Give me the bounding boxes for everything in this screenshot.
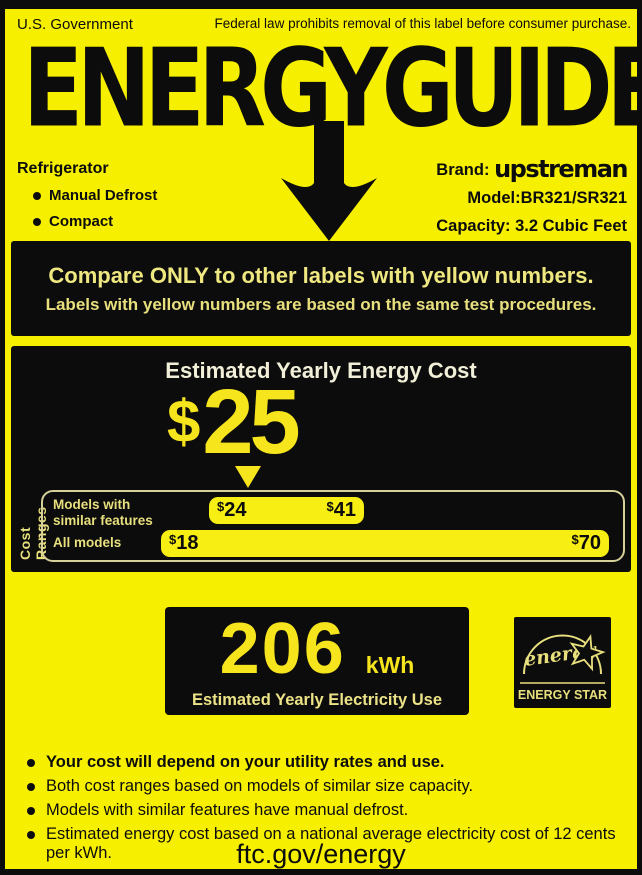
bullet-dot-icon xyxy=(33,191,41,200)
product-type: Refrigerator xyxy=(17,160,109,177)
range-high: $41 xyxy=(326,499,356,521)
model-value: BR321/SR321 xyxy=(520,189,627,207)
bullet-dot-icon xyxy=(27,759,35,767)
footer-url: ftc.gov/energy xyxy=(236,839,406,869)
feature-item: Compact xyxy=(33,213,157,230)
compare-line-1: Compare ONLY to other labels with yellow… xyxy=(48,262,594,288)
brand-info: Brand: upstreman Model:BR321/SR321 Capac… xyxy=(436,155,628,240)
brand-label: Brand: xyxy=(436,161,490,179)
cost-pointer-icon xyxy=(235,466,261,488)
bullet-dot-icon xyxy=(33,217,41,226)
energy-star-logo: energy ENERGY STAR xyxy=(514,617,611,708)
range-row-label: Models with similar features xyxy=(53,497,153,529)
range-low: $24 xyxy=(217,499,247,521)
range-low: $18 xyxy=(169,532,199,554)
range-bar-all-models: $18 $70 xyxy=(161,530,609,557)
compare-banner: Compare ONLY to other labels with yellow… xyxy=(11,241,631,336)
yearly-cost: $ 25 xyxy=(167,371,301,473)
note-item: Your cost will depend on your utility ra… xyxy=(27,753,629,772)
us-government-text: U.S. Government xyxy=(17,16,133,33)
usage-value: 206 xyxy=(219,608,346,689)
star-icon xyxy=(569,634,606,672)
bullet-dot-icon xyxy=(27,807,35,815)
range-row-label: All models xyxy=(53,535,122,550)
usage-caption: Estimated Yearly Electricity Use xyxy=(191,690,443,709)
currency-symbol: $ xyxy=(167,388,201,456)
bullet-dot-icon xyxy=(27,831,35,839)
usage-unit: kWh xyxy=(365,651,415,678)
bullet-dot-icon xyxy=(27,783,35,791)
capacity-value: 3.2 Cubic Feet xyxy=(515,217,627,235)
note-item: Both cost ranges based on models of simi… xyxy=(27,777,629,796)
cost-panel: Estimated Yearly Energy Cost $ 25 Cost R… xyxy=(11,346,631,572)
range-bar-similar-models: $24 $41 xyxy=(209,497,364,524)
cost-value: 25 xyxy=(202,371,300,473)
brand-row: Brand: upstreman xyxy=(436,155,628,184)
down-arrow-icon xyxy=(281,121,377,241)
usage-panel: 206 kWh Estimated Yearly Electricity Use xyxy=(165,607,469,715)
federal-law-text: Federal law prohibits removal of this la… xyxy=(214,16,631,31)
cost-heading: Estimated Yearly Energy Cost xyxy=(165,358,477,383)
feature-label: Manual Defrost xyxy=(49,187,158,204)
feature-label: Compact xyxy=(49,213,114,230)
cost-ranges-box: Models with similar features $24 $41 All… xyxy=(41,490,625,562)
header-row: U.S. Government Federal law prohibits re… xyxy=(17,16,631,33)
capacity-row: Capacity: 3.2 Cubic Feet xyxy=(436,217,627,235)
feature-item: Manual Defrost xyxy=(33,187,157,204)
model-row: Model:BR321/SR321 xyxy=(467,189,627,207)
brand-logo: upstreman xyxy=(494,155,628,183)
energy-star-caption: ENERGY STAR xyxy=(518,688,607,702)
notes-list: Your cost will depend on your utility ra… xyxy=(27,753,629,868)
product-info: Refrigerator Manual Defrost Compact xyxy=(17,160,157,230)
compare-line-2: Labels with yellow numbers are based on … xyxy=(45,294,597,314)
range-high: $70 xyxy=(571,532,601,554)
note-item: Models with similar features have manual… xyxy=(27,801,629,820)
note-item: Estimated energy cost based on a nationa… xyxy=(27,825,629,863)
